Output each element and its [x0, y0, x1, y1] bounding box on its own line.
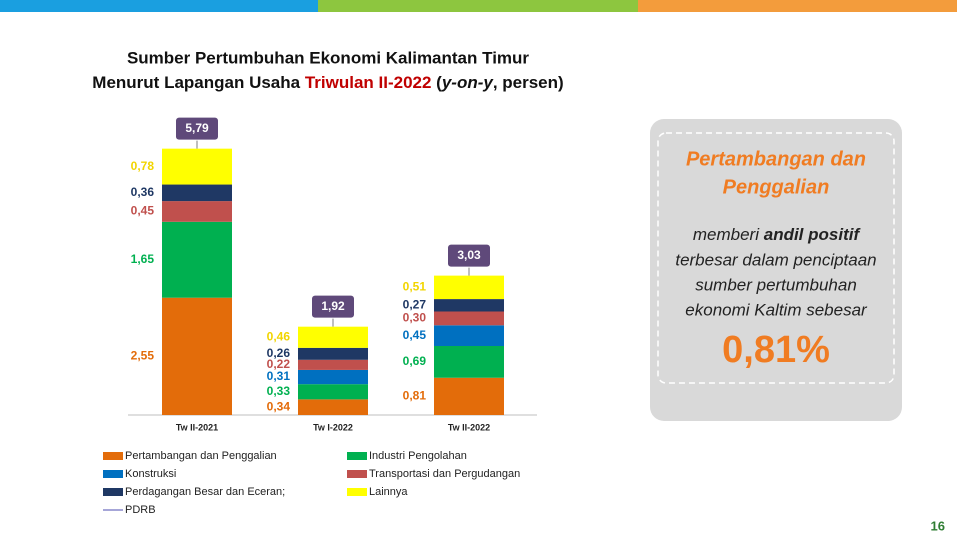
callout-text-part: memberi: [693, 225, 764, 244]
value-label: 0,69: [403, 354, 427, 368]
callout-value: 0,81%: [722, 329, 830, 371]
callout-heading: Pertambangan dan: [686, 148, 866, 170]
callout-border: [657, 132, 895, 384]
value-label: 0,45: [403, 328, 427, 342]
value-label: 0,36: [131, 185, 155, 199]
legend-label: Pertambangan dan Penggalian: [125, 450, 277, 462]
bar-segment: [434, 299, 504, 312]
x-tick-label: Tw II-2021: [176, 422, 218, 432]
total-label: 3,03: [457, 248, 481, 262]
bar-segment: [434, 377, 504, 415]
legend-swatch: [103, 452, 123, 460]
value-label: 0,22: [267, 357, 291, 371]
value-label: 0,33: [267, 384, 291, 398]
legend-swatch: [347, 470, 367, 478]
value-label: 0,78: [131, 159, 155, 173]
top-stripe: [0, 0, 318, 12]
value-label: 0,51: [403, 280, 427, 294]
total-box: [448, 244, 490, 267]
bar-segment: [298, 384, 368, 400]
callout-text: sumber pertumbuhan: [695, 275, 857, 294]
legend-label: Industri Pengolahan: [369, 450, 467, 462]
callout-text: memberi andil positif: [693, 225, 862, 244]
total-label: 1,92: [321, 299, 345, 313]
legend-swatch: [103, 488, 123, 496]
title-part: (: [431, 73, 442, 92]
value-label: 1,65: [131, 252, 155, 266]
value-label: 0,34: [267, 399, 291, 413]
top-stripe: [318, 0, 638, 12]
page-number: 16: [931, 518, 945, 533]
bar-segment: [162, 221, 232, 298]
legend-label: PDRB: [125, 504, 156, 516]
bar-segment: [298, 399, 368, 415]
total-label: 5,79: [185, 121, 209, 135]
legend-swatch: [347, 452, 367, 460]
callout-text-part: andil positif: [764, 225, 862, 244]
value-label: 0,30: [403, 311, 427, 325]
title-part: Triwulan II-2022: [305, 73, 432, 92]
bar-segment: [298, 326, 368, 348]
value-label: 2,55: [131, 349, 155, 363]
bar-segment: [298, 369, 368, 385]
title-part: Menurut Lapangan Usaha: [92, 73, 305, 92]
x-tick-label: Tw II-2022: [448, 422, 490, 432]
bar-segment: [298, 359, 368, 370]
bar-segment: [298, 347, 368, 360]
legend-label: Transportasi dan Pergudangan: [369, 468, 520, 480]
callout-text: terbesar dalam penciptaan: [675, 250, 876, 269]
x-tick-label: Tw I-2022: [313, 422, 353, 432]
bar-segment: [162, 201, 232, 222]
bar-segment: [434, 346, 504, 378]
title-part: y-on-y: [441, 73, 495, 92]
callout-text: ekonomi Kaltim sebesar: [685, 300, 868, 319]
bar-segment: [162, 184, 232, 202]
callout-box: [650, 119, 902, 421]
bar-segment: [162, 297, 232, 415]
value-label: 0,31: [267, 369, 291, 383]
value-label: 0,81: [403, 389, 427, 403]
top-stripe: [638, 0, 957, 12]
legend-label: Perdagangan Besar dan Eceran;: [125, 486, 285, 498]
bar-segment: [162, 148, 232, 185]
legend-label: Konstruksi: [125, 468, 176, 480]
total-box: [312, 295, 354, 318]
title-part: , persen): [493, 73, 564, 92]
legend-swatch: [347, 488, 367, 496]
total-box: [176, 117, 218, 140]
bar-segment: [434, 325, 504, 346]
value-label: 0,45: [131, 204, 155, 218]
legend-swatch: [103, 470, 123, 478]
callout-heading: Penggalian: [723, 176, 830, 198]
bar-segment: [434, 311, 504, 326]
legend-label: Lainnya: [369, 486, 408, 498]
value-label: 0,46: [267, 329, 291, 343]
bar-segment: [434, 275, 504, 300]
chart-title: Menurut Lapangan Usaha Triwulan II-2022 …: [92, 73, 563, 92]
chart-title: Sumber Pertumbuhan Ekonomi Kalimantan Ti…: [127, 48, 529, 67]
value-label: 0,27: [403, 297, 427, 311]
value-label: 0,26: [267, 346, 291, 360]
